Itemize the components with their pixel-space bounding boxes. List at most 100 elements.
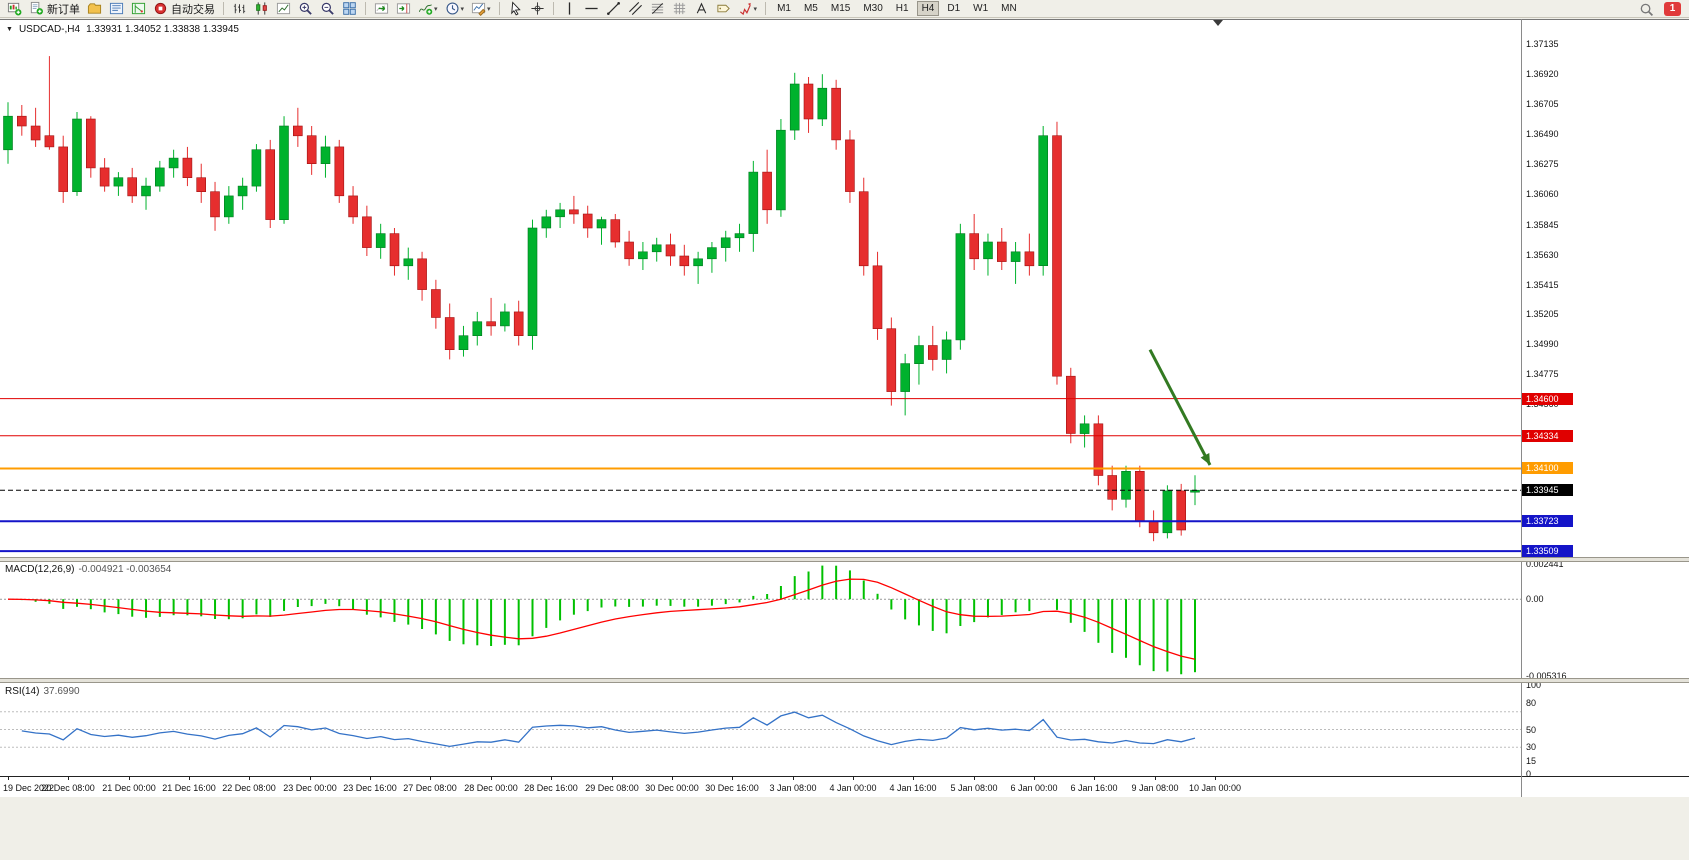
timeframe-mn[interactable]: MN bbox=[1001, 3, 1017, 14]
candle bbox=[224, 186, 234, 224]
candle bbox=[624, 230, 634, 266]
navigator-button[interactable] bbox=[128, 0, 149, 18]
candle bbox=[431, 279, 441, 329]
candle bbox=[596, 216, 607, 245]
candle bbox=[30, 107, 41, 147]
time-axis-label: 23 Dec 00:00 bbox=[283, 783, 337, 793]
autotrading-button[interactable]: 自动交易 bbox=[150, 0, 218, 18]
candlestick-chart-button[interactable] bbox=[251, 0, 272, 18]
crosshair-icon bbox=[530, 2, 544, 15]
auto-scroll-button[interactable] bbox=[371, 0, 392, 18]
grid-icon bbox=[673, 2, 685, 15]
pane-separator[interactable] bbox=[0, 557, 1689, 562]
timeframe-h1[interactable]: H1 bbox=[895, 3, 909, 14]
candle bbox=[845, 130, 855, 203]
candle bbox=[251, 144, 262, 192]
time-axis-label: 28 Dec 00:00 bbox=[464, 783, 518, 793]
time-axis-label: 9 Jan 08:00 bbox=[1131, 783, 1179, 793]
autotrading-icon bbox=[154, 2, 167, 15]
candle bbox=[500, 303, 510, 332]
dropdown-caret-icon: ▾ bbox=[487, 5, 491, 13]
one-click-panel-toggle-icon[interactable]: ▼ bbox=[6, 26, 13, 33]
candle bbox=[748, 160, 759, 252]
macd-pane[interactable] bbox=[0, 562, 1521, 678]
zoom-in-icon bbox=[299, 2, 312, 15]
zoom-in-button[interactable] bbox=[295, 0, 316, 18]
timeframe-m15[interactable]: M15 bbox=[830, 3, 851, 14]
timeframe-d1[interactable]: D1 bbox=[947, 3, 961, 14]
price-axis[interactable]: 1.37135 1.36920 1.36705 1.36490 1.36275 1.360… bbox=[1522, 0, 1689, 860]
trendline-button[interactable] bbox=[603, 0, 624, 18]
time-axis-label: 21 Dec 00:00 bbox=[102, 783, 156, 793]
candle bbox=[458, 325, 469, 357]
candle bbox=[127, 167, 137, 203]
notification-badge[interactable]: 1 bbox=[1664, 2, 1681, 16]
zoom-out-button[interactable] bbox=[317, 0, 338, 18]
candle bbox=[1135, 465, 1145, 528]
pane-separator[interactable] bbox=[0, 678, 1689, 683]
candle bbox=[1148, 510, 1159, 542]
search-button[interactable] bbox=[1636, 0, 1657, 18]
candle bbox=[1176, 483, 1186, 536]
fibonacci-button[interactable] bbox=[647, 0, 668, 18]
tile-windows-button[interactable] bbox=[339, 0, 360, 18]
arrows-button[interactable]: ▾ bbox=[735, 0, 761, 18]
time-axis-label: 10 Jan 00:00 bbox=[1188, 783, 1242, 793]
annotation-arrow[interactable] bbox=[1148, 348, 1212, 466]
toolbar: 新订单 自动交易 ▾ ▾ ▾ ▾ M1 M5 M15 M30 H1 H4 D1 W1 MN bbox=[0, 0, 1689, 18]
new-chart-icon bbox=[7, 2, 22, 16]
macd-axis-label: 0.002441 bbox=[1526, 559, 1564, 569]
candle bbox=[996, 228, 1007, 270]
timeframe-m5[interactable]: M5 bbox=[803, 3, 818, 14]
price-axis-label: 1.35415 bbox=[1526, 280, 1559, 290]
timeframe-m30[interactable]: M30 bbox=[863, 3, 883, 14]
grid-button[interactable] bbox=[669, 0, 690, 18]
profiles-button[interactable] bbox=[84, 0, 105, 18]
candle bbox=[362, 205, 372, 256]
candle bbox=[555, 202, 565, 228]
line-chart-button[interactable] bbox=[273, 0, 294, 18]
time-axis[interactable]: 19 Dec 2022 20 Dec 08:00 21 Dec 00:00 21 De… bbox=[0, 776, 1689, 797]
candle bbox=[265, 139, 276, 228]
candle bbox=[1162, 485, 1173, 539]
text-button[interactable] bbox=[691, 0, 712, 18]
timeframe-w1[interactable]: W1 bbox=[973, 3, 989, 14]
candle bbox=[348, 186, 358, 224]
candle bbox=[1107, 465, 1117, 511]
horizontal-line-button[interactable] bbox=[581, 0, 602, 18]
bar-chart-button[interactable] bbox=[229, 0, 250, 18]
chart-shift-button[interactable] bbox=[393, 0, 414, 18]
new-chart-button[interactable] bbox=[4, 0, 25, 18]
crosshair-button[interactable] bbox=[527, 0, 548, 18]
line-chart-icon bbox=[276, 2, 291, 15]
price-axis-label: 1.34990 bbox=[1526, 339, 1559, 349]
label-button[interactable] bbox=[713, 0, 734, 18]
time-axis-tick bbox=[189, 777, 190, 780]
cursor-button[interactable] bbox=[505, 0, 526, 18]
chart-shift-marker-icon[interactable] bbox=[1213, 20, 1223, 26]
price-pane[interactable] bbox=[0, 19, 1521, 557]
timeframe-h4[interactable]: H4 bbox=[916, 1, 940, 16]
price-tag-1.34334: 1.34334 bbox=[1522, 430, 1573, 442]
arrows-icon bbox=[739, 2, 751, 16]
toolbar-right: 1 bbox=[1636, 1, 1681, 17]
channel-button[interactable] bbox=[625, 0, 646, 18]
indicators-button[interactable]: ▾ bbox=[415, 0, 441, 18]
market-watch-button[interactable] bbox=[106, 0, 127, 18]
templates-button[interactable]: ▾ bbox=[468, 0, 494, 18]
dropdown-caret-icon: ▾ bbox=[753, 5, 758, 13]
candle bbox=[182, 146, 193, 187]
time-axis-label: 4 Jan 16:00 bbox=[889, 783, 937, 793]
rsi-pane[interactable] bbox=[0, 683, 1521, 776]
candle bbox=[113, 172, 124, 196]
time-axis-label: 30 Dec 00:00 bbox=[645, 783, 699, 793]
periods-icon bbox=[446, 2, 459, 15]
candle bbox=[1066, 367, 1076, 444]
chart-shift-icon bbox=[396, 3, 411, 14]
periods-button[interactable]: ▾ bbox=[442, 0, 468, 18]
new-order-button[interactable]: 新订单 bbox=[26, 0, 83, 18]
timeframe-m1[interactable]: M1 bbox=[777, 3, 791, 14]
price-axis-label: 1.35845 bbox=[1526, 220, 1559, 230]
vertical-line-button[interactable] bbox=[559, 0, 580, 18]
rsi-value: 37.6990 bbox=[43, 686, 80, 697]
